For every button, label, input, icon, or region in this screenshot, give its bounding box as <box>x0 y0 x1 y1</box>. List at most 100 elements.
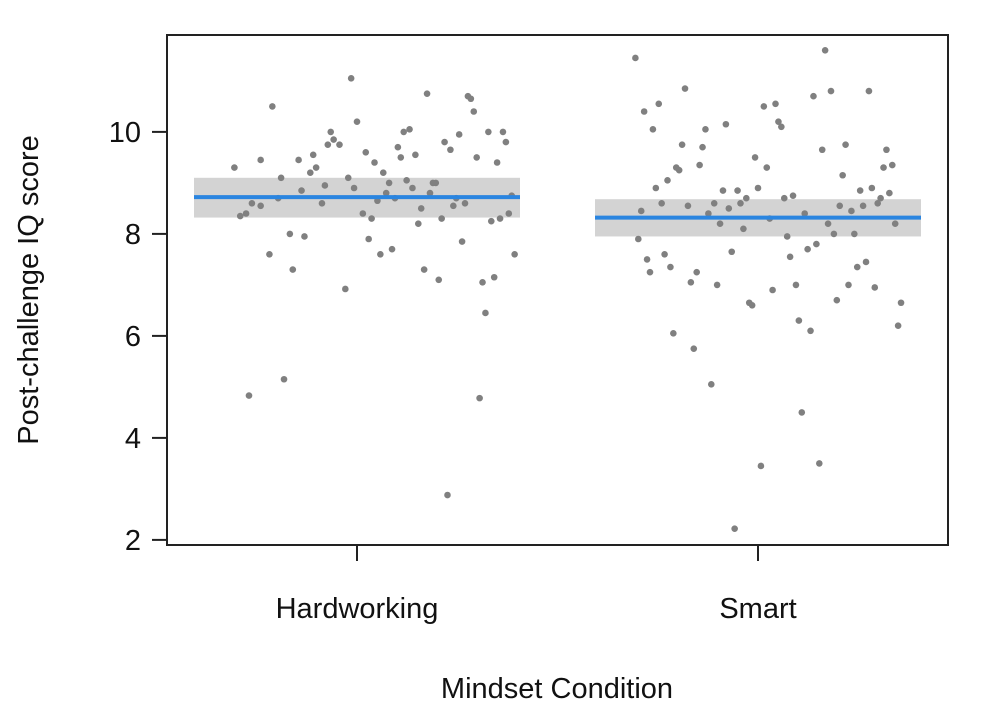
data-point <box>301 233 308 240</box>
data-point <box>740 225 747 233</box>
data-point <box>658 200 665 207</box>
data-point <box>725 205 733 212</box>
y-tick-label: 8 <box>125 219 141 251</box>
data-point <box>382 189 390 197</box>
data-point <box>438 215 445 222</box>
data-point <box>801 210 809 217</box>
data-point <box>245 392 253 399</box>
data-point <box>327 128 335 136</box>
data-point <box>487 217 495 225</box>
data-point <box>635 235 642 243</box>
data-point <box>493 159 501 166</box>
data-point <box>722 120 730 128</box>
data-point <box>757 462 765 470</box>
y-axis-title: Post-challenge IQ score <box>13 135 45 444</box>
data-point <box>496 215 504 222</box>
data-point <box>309 151 317 159</box>
data-point <box>833 296 841 304</box>
data-point <box>687 279 695 286</box>
data-point <box>760 103 768 110</box>
data-point <box>836 202 844 210</box>
data-point <box>646 268 654 276</box>
data-point <box>649 126 657 133</box>
data-point <box>423 90 431 97</box>
data-point <box>298 187 305 194</box>
data-point <box>388 245 396 253</box>
y-tick-label: 4 <box>125 423 141 455</box>
data-point <box>362 149 370 156</box>
data-point <box>786 253 794 261</box>
data-point <box>306 169 314 176</box>
data-point <box>379 169 387 176</box>
data-point <box>655 100 663 108</box>
data-point <box>804 245 811 253</box>
data-point <box>347 75 355 82</box>
data-point <box>652 184 660 192</box>
data-point <box>505 210 513 217</box>
data-point <box>821 47 829 54</box>
data-point <box>690 345 698 352</box>
data-point <box>664 177 671 184</box>
data-point <box>862 258 870 266</box>
data-point <box>734 187 741 194</box>
data-point <box>891 220 899 227</box>
data-point <box>257 156 264 164</box>
data-point <box>795 317 803 324</box>
data-point <box>780 194 788 202</box>
data-point <box>851 230 858 238</box>
data-point <box>312 164 320 171</box>
data-point <box>772 100 779 108</box>
data-point <box>266 251 273 258</box>
data-point <box>394 143 402 151</box>
data-point <box>737 200 744 207</box>
data-point <box>719 187 727 194</box>
data-point <box>789 192 797 199</box>
data-point <box>336 141 343 148</box>
data-point <box>324 141 332 148</box>
data-point <box>632 54 639 62</box>
data-point <box>342 285 349 293</box>
ci-bands <box>194 177 921 237</box>
data-point <box>280 375 288 383</box>
data-point <box>769 286 776 294</box>
data-point <box>827 87 835 95</box>
y-axis: 2 4 6 8 10 <box>109 117 167 557</box>
data-point <box>716 220 724 227</box>
data-point <box>231 164 238 171</box>
data-point <box>479 279 486 286</box>
data-point <box>269 103 276 110</box>
data-point <box>397 154 405 161</box>
data-point <box>807 327 814 335</box>
data-point <box>842 141 849 148</box>
data-point <box>444 491 451 499</box>
data-point <box>880 164 887 171</box>
data-point <box>684 202 692 210</box>
data-point <box>385 179 393 187</box>
data-point <box>667 263 674 271</box>
data-point <box>707 381 715 388</box>
data-point <box>699 143 706 151</box>
data-point <box>871 284 879 291</box>
data-point <box>865 87 873 95</box>
data-point <box>344 174 352 182</box>
data-point <box>868 184 876 192</box>
data-point <box>731 525 738 532</box>
data-point <box>824 220 832 227</box>
data-point <box>888 161 896 169</box>
data-point <box>277 174 285 182</box>
plot-frame <box>166 34 949 546</box>
data-point <box>661 251 668 258</box>
data-point <box>415 220 422 227</box>
y-tick-label: 2 <box>125 525 141 557</box>
data-point <box>441 138 448 146</box>
y-tick-label: 6 <box>125 321 141 353</box>
data-point <box>485 128 492 136</box>
data-point <box>248 200 256 207</box>
y-tick-label: 10 <box>109 117 141 149</box>
data-point <box>693 268 700 276</box>
x-tick-label: Hardworking <box>276 593 439 625</box>
data-point <box>295 156 302 164</box>
data-point <box>470 108 478 115</box>
data-point <box>816 460 823 467</box>
data-point <box>435 276 443 284</box>
